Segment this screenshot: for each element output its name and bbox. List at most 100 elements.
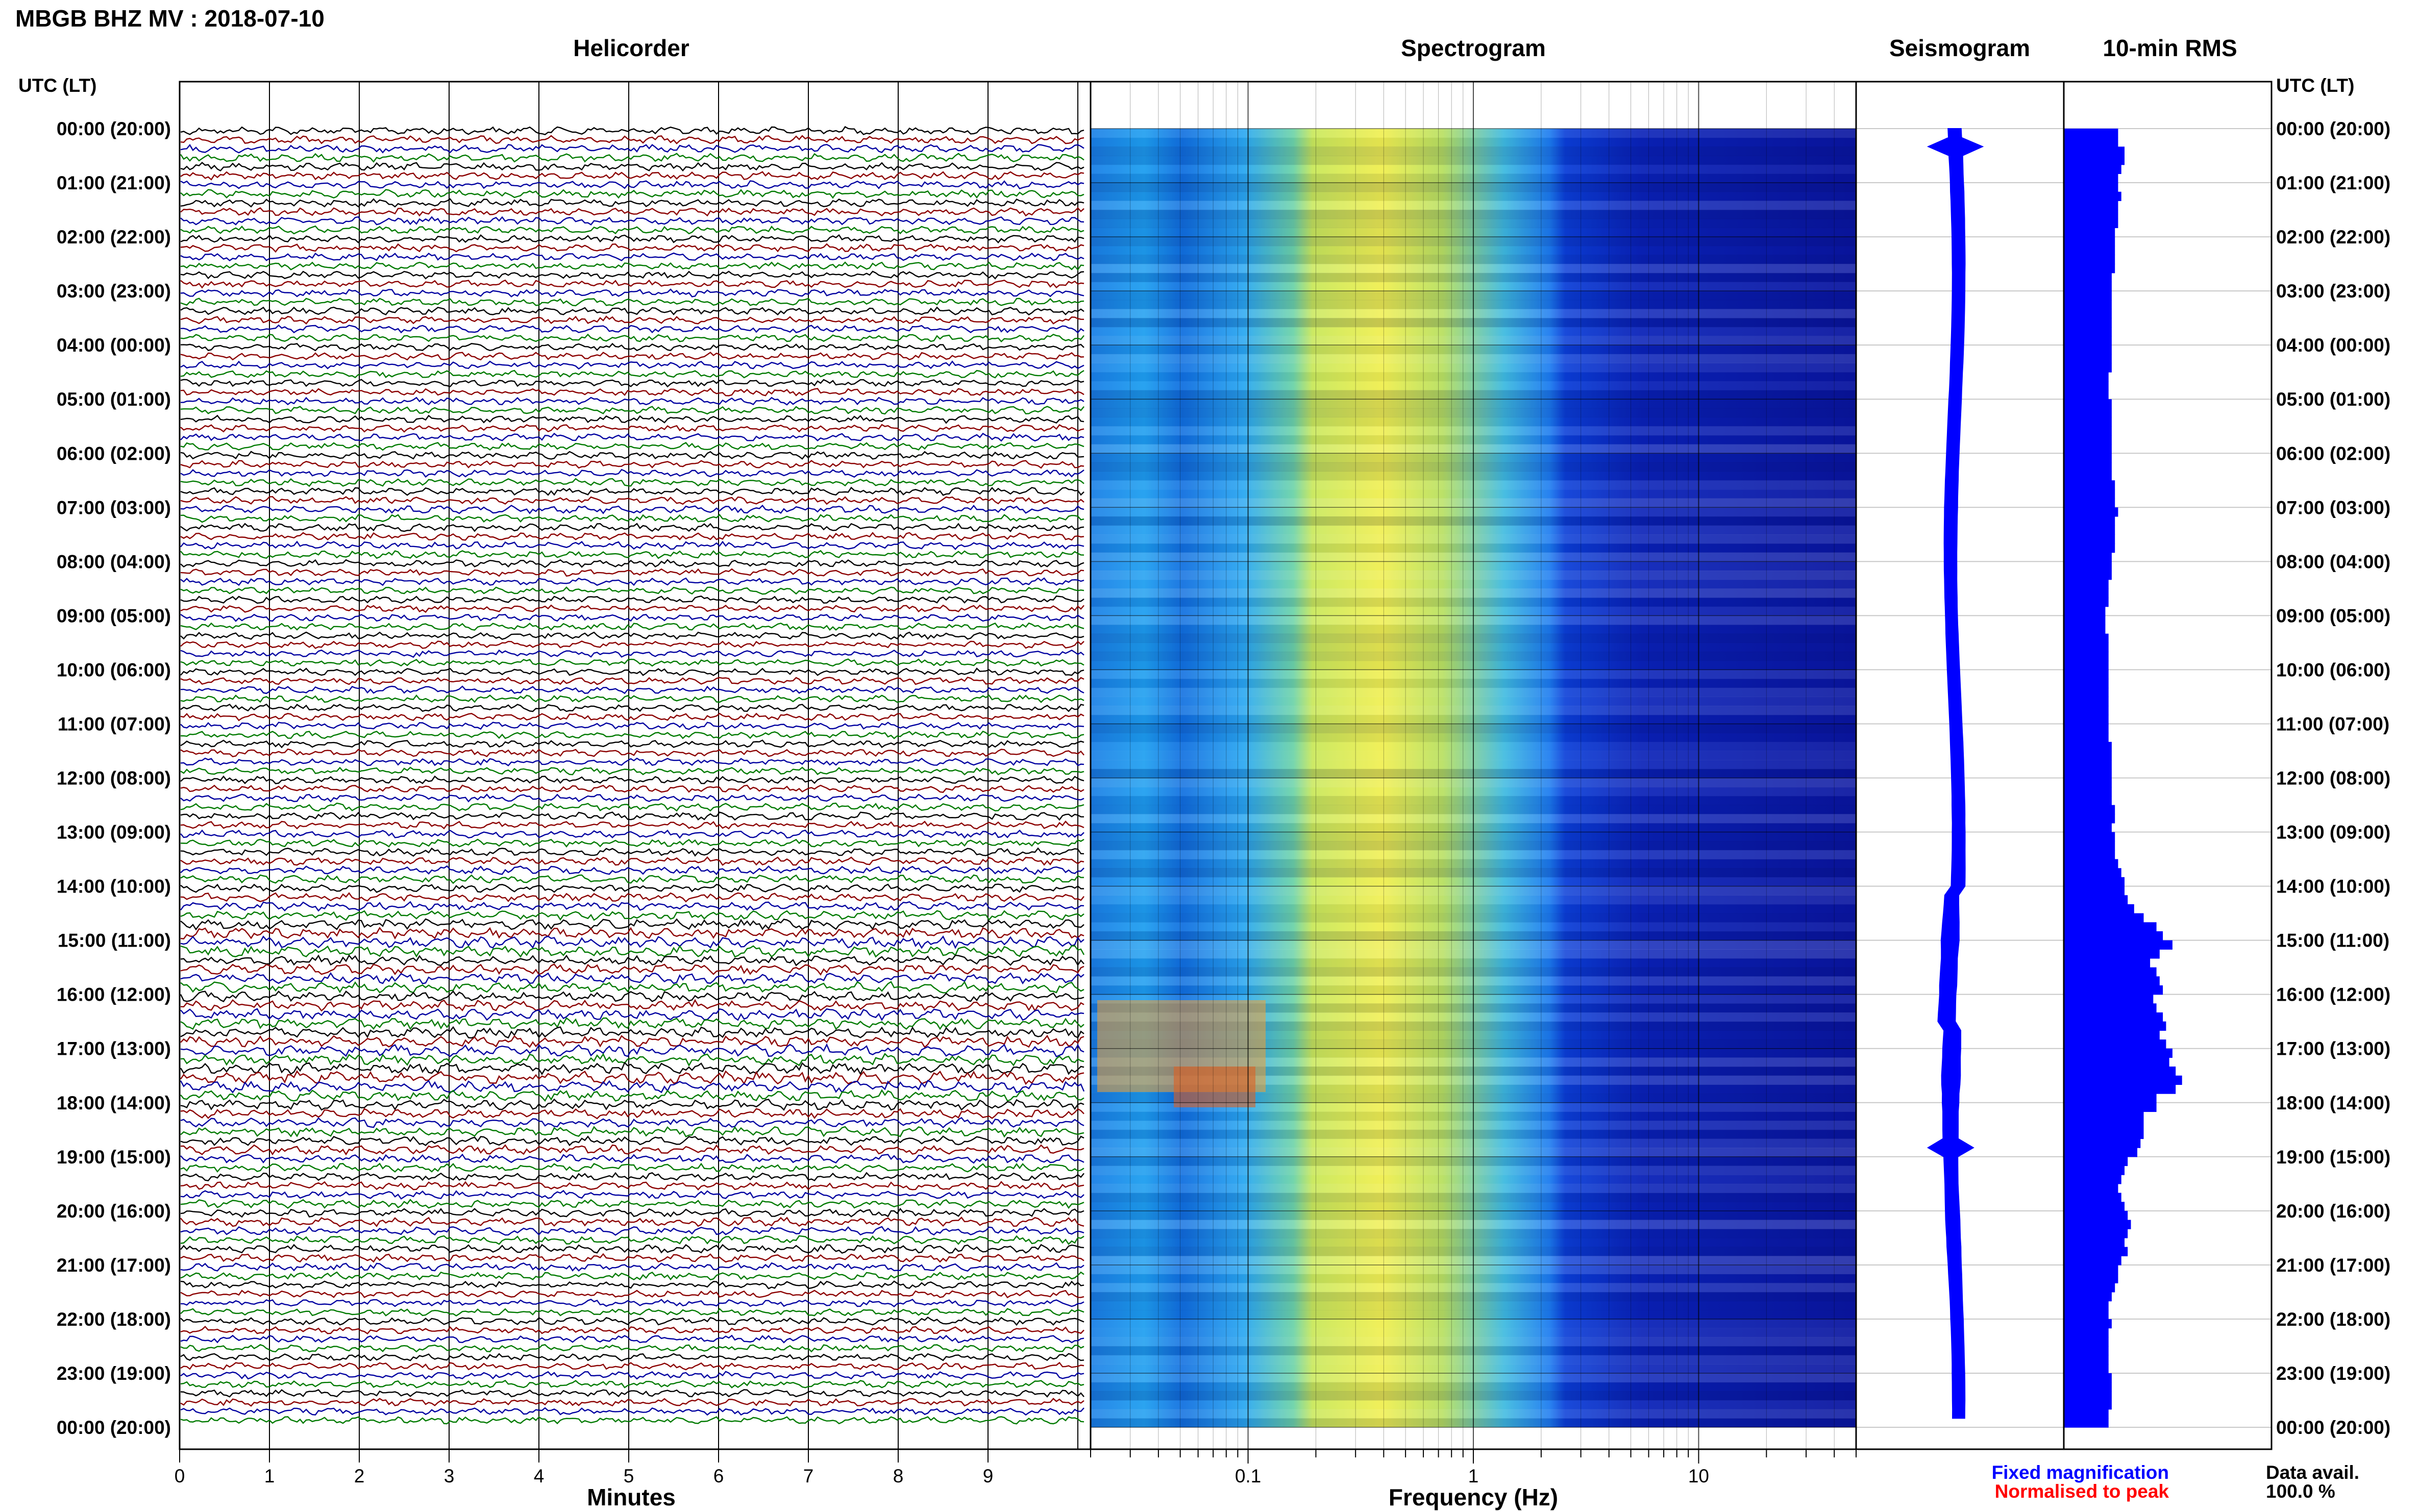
rms-bar <box>2064 1274 2118 1283</box>
minute-tick-label: 5 <box>624 1466 634 1486</box>
rms-bar <box>2064 823 2112 833</box>
time-label-left: 12:00 (08:00) <box>57 768 171 789</box>
helicorder-trace <box>180 1398 1084 1407</box>
rms-bar <box>2064 363 2112 373</box>
rms-bar <box>2064 237 2115 246</box>
rms-bar <box>2064 895 2128 905</box>
time-label-left: 16:00 (12:00) <box>57 984 171 1005</box>
time-label-left: 17:00 (13:00) <box>57 1038 171 1059</box>
helicorder-trace <box>180 324 1084 334</box>
helicorder-grid <box>179 82 1078 1449</box>
rms-bar <box>2064 191 2121 202</box>
helicorder-trace <box>180 677 1084 685</box>
helicorder-trace <box>180 1280 1084 1290</box>
rms-bar <box>2064 714 2109 725</box>
rms-bar <box>2064 670 2109 679</box>
rms-bar <box>2064 1121 2144 1130</box>
rms-bar <box>2064 985 2163 995</box>
rms-bar <box>2064 904 2134 914</box>
rms-bar <box>2064 642 2109 652</box>
helicorder-trace <box>180 794 1084 803</box>
rms-bar <box>2064 1301 2109 1310</box>
helicorder-trace <box>180 1135 1084 1147</box>
helicorder-trace <box>180 243 1084 253</box>
rms-bar <box>2064 579 2109 589</box>
rms-bar <box>2064 173 2118 183</box>
time-label-left: 04:00 (00:00) <box>57 335 171 356</box>
rms-bar <box>2064 1175 2121 1184</box>
rms-bar <box>2064 309 2112 318</box>
rms-bar <box>2064 426 2112 436</box>
helicorder-trace <box>180 1290 1084 1299</box>
rms-bar <box>2064 733 2109 742</box>
helicorder-trace <box>180 1244 1084 1254</box>
rms-bar <box>2064 1265 2118 1275</box>
helicorder-trace <box>180 198 1084 208</box>
helicorder-trace <box>180 1371 1084 1380</box>
helicorder-trace <box>180 414 1084 424</box>
rms-bar <box>2064 751 2112 760</box>
utc-lt-label-left: UTC (LT) <box>18 75 96 96</box>
helicorder-trace <box>180 1344 1084 1353</box>
rms-frame <box>2063 81 2273 1450</box>
time-label-left: 02:00 (22:00) <box>57 227 171 247</box>
time-label-right: 07:00 (03:00) <box>2276 497 2390 518</box>
helicorder-trace <box>180 1153 1084 1164</box>
minute-tick-label: 9 <box>983 1466 994 1486</box>
rms-bar <box>2064 1067 2176 1076</box>
helicorder-trace <box>180 1117 1084 1129</box>
rms-bar <box>2064 318 2112 328</box>
rms-bar <box>2064 1256 2121 1266</box>
helicorder-trace <box>180 424 1084 433</box>
data-avail-label: Data avail. <box>2266 1462 2359 1483</box>
rms-bar <box>2064 787 2112 797</box>
rms-bar <box>2064 1148 2137 1157</box>
rms-bar <box>2064 1418 2109 1428</box>
time-labels-right: 00:00 (20:00) 01:00 (21:00) 02:00 (22:00) 0… <box>2276 118 2390 1438</box>
rms-bar <box>2064 516 2115 526</box>
helicorder-trace <box>180 757 1084 766</box>
time-label-right: 11:00 (07:00) <box>2276 713 2389 734</box>
time-label-right: 03:00 (23:00) <box>2276 281 2390 302</box>
rms-bar <box>2064 444 2112 454</box>
helicorder-trace <box>180 945 1085 958</box>
panel-title-helicorder: Helicorder <box>573 35 689 61</box>
helicorder-trace <box>180 1008 1084 1022</box>
rms-bar <box>2064 994 2154 1004</box>
time-label-left: 00:00 (20:00) <box>57 118 171 139</box>
helicorder-trace <box>180 1235 1084 1245</box>
helicorder-trace <box>180 451 1084 460</box>
rms-bar <box>2064 625 2106 634</box>
time-label-right: 23:00 (19:00) <box>2276 1363 2390 1384</box>
helicorder-trace <box>180 1126 1084 1138</box>
time-label-left: 11:00 (07:00) <box>58 713 171 734</box>
helicorder-trace <box>180 126 1084 136</box>
time-label-left: 18:00 (14:00) <box>57 1093 171 1113</box>
rms-bar <box>2064 1337 2109 1347</box>
helicorder-trace <box>180 496 1084 505</box>
time-label-right: 13:00 (09:00) <box>2276 822 2390 843</box>
rms-bar <box>2064 1166 2125 1175</box>
helicorder-trace <box>180 730 1084 739</box>
rms-bar <box>2064 381 2109 391</box>
time-label-left: 00:00 (20:00) <box>57 1417 171 1438</box>
rms-bar <box>2064 841 2115 851</box>
helicorder-trace <box>180 161 1084 172</box>
time-label-right: 22:00 (18:00) <box>2276 1309 2390 1330</box>
rms-bar <box>2064 399 2112 409</box>
rms-bar <box>2064 453 2112 463</box>
rms-bar <box>2064 336 2112 345</box>
time-label-left: 06:00 (02:00) <box>57 443 171 464</box>
rms-bar <box>2064 1292 2112 1302</box>
helicorder-trace <box>180 225 1084 235</box>
helicorder-trace <box>180 315 1084 325</box>
rms-bar <box>2064 417 2112 427</box>
helicorder-trace <box>180 387 1084 396</box>
helicorder-trace <box>180 369 1084 379</box>
helicorder-trace <box>180 1144 1084 1156</box>
helicorder-trace <box>180 1389 1084 1398</box>
helicorder-trace <box>180 1189 1084 1200</box>
helicorder-trace <box>180 954 1084 966</box>
rms-bar <box>2064 697 2109 706</box>
